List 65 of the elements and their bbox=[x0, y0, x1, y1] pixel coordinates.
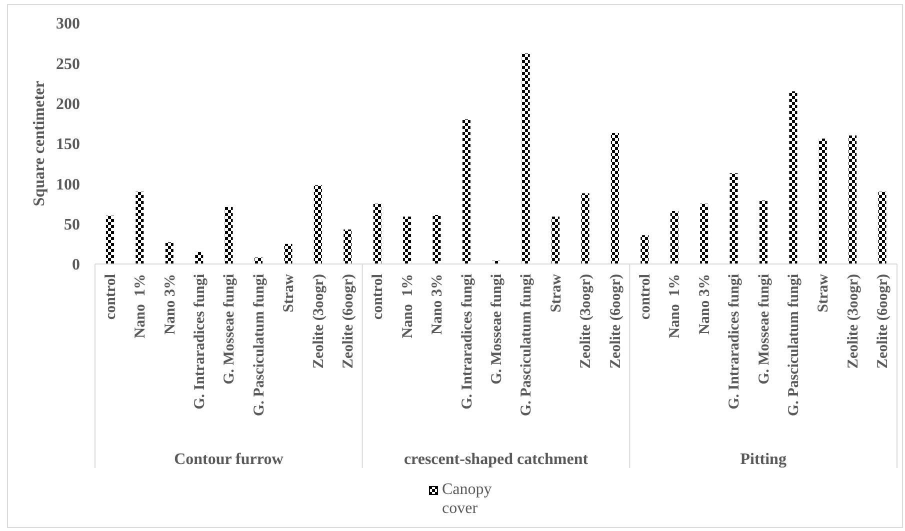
x-tick-label: Zeolite (3oogr) bbox=[310, 274, 327, 369]
y-tick-label: 0 bbox=[72, 256, 80, 274]
bar bbox=[195, 252, 204, 264]
x-tick-label: Nano 3% bbox=[430, 274, 446, 334]
x-tick-label: Nano 1% bbox=[132, 274, 149, 338]
y-tick-label: 100 bbox=[56, 176, 80, 194]
x-tick-label: G. Pasciculatum fungi bbox=[518, 274, 535, 416]
bar bbox=[878, 192, 886, 264]
x-tick-label: control bbox=[370, 274, 386, 320]
y-tick-label: 150 bbox=[56, 136, 80, 154]
bar bbox=[730, 173, 738, 264]
bar bbox=[640, 235, 649, 264]
bar bbox=[670, 210, 678, 264]
x-tick-label: G. Pasciculatum fungi bbox=[786, 274, 802, 416]
bar bbox=[789, 91, 798, 264]
x-tick-label: Nano 3% bbox=[162, 274, 178, 334]
bar bbox=[373, 204, 382, 264]
y-axis-title: Square centimeter bbox=[30, 80, 48, 206]
x-tick-label: G. Mosseae fungi bbox=[222, 274, 238, 384]
y-tick-label: 50 bbox=[64, 216, 80, 234]
bar bbox=[818, 138, 827, 264]
x-tick-label: Nano 3% bbox=[696, 274, 713, 334]
bar bbox=[136, 192, 144, 264]
x-tick-label: Straw bbox=[548, 274, 564, 312]
bar bbox=[432, 214, 441, 264]
bar bbox=[700, 204, 708, 264]
bar bbox=[759, 200, 768, 264]
y-tick-label: 250 bbox=[56, 56, 80, 73]
x-tick-label: Zeolite (3oogr) bbox=[845, 274, 862, 369]
bar bbox=[552, 216, 560, 264]
bar bbox=[581, 193, 590, 264]
x-tick-label: G. Mosseae fungi bbox=[756, 274, 772, 384]
x-tick-label: G. Intraradices fungi bbox=[192, 274, 208, 410]
y-tick-label: 200 bbox=[56, 96, 80, 114]
x-tick-label: Zeolite (6oogr) bbox=[340, 274, 356, 369]
legend-label: Canopy cover bbox=[442, 480, 493, 518]
x-tick-label: Zeolite (3oogr) bbox=[578, 274, 594, 369]
bar bbox=[462, 119, 470, 264]
x-tick-label: control bbox=[638, 274, 654, 320]
bar bbox=[848, 135, 857, 264]
text: Pitting bbox=[740, 451, 786, 468]
x-tick-label: Straw bbox=[816, 274, 832, 312]
text: Contour furrow bbox=[174, 451, 284, 468]
x-tick-label: G. Pasciculatum fungi bbox=[251, 274, 268, 416]
x-tick-label: Nano 1% bbox=[400, 274, 416, 338]
x-tick-label: Straw bbox=[281, 274, 298, 312]
bar bbox=[284, 244, 292, 264]
bar bbox=[314, 185, 322, 264]
bar bbox=[165, 242, 174, 264]
text: crescent-shaped catchment bbox=[404, 451, 589, 468]
x-tick-label: G. Intraradices fungi bbox=[459, 274, 476, 410]
bar bbox=[522, 54, 530, 264]
bar bbox=[344, 229, 352, 264]
x-tick-label: G. Intraradices fungi bbox=[726, 274, 743, 410]
bar bbox=[254, 258, 263, 264]
x-tick-label: Nano 1% bbox=[667, 274, 684, 338]
x-tick-label: Zeolite (6oogr) bbox=[608, 274, 624, 369]
bar bbox=[610, 133, 619, 264]
x-tick-label: control bbox=[102, 274, 119, 320]
bar bbox=[224, 206, 233, 264]
bar bbox=[403, 216, 412, 264]
bar bbox=[106, 216, 114, 264]
y-tick-label: 300 bbox=[56, 16, 80, 33]
x-tick-label: G. Mosseae fungi bbox=[489, 274, 505, 384]
x-tick-label: Zeolite (6oogr) bbox=[875, 274, 892, 369]
